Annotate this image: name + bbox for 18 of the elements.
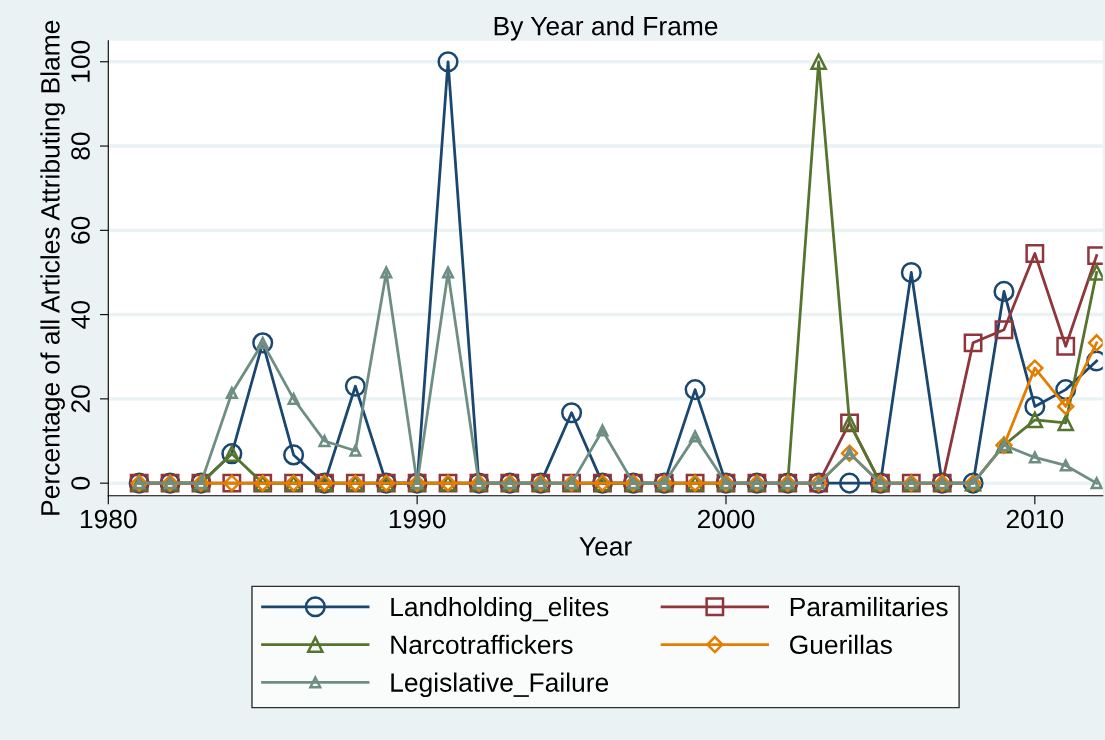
legend-label: Paramilitaries — [790, 596, 948, 617]
chart-title: By Year and Frame — [494, 16, 718, 41]
x-tick-label: 2000 — [697, 509, 755, 529]
y-tick-label: 40 — [71, 300, 90, 329]
x-tick-label: 1990 — [389, 509, 446, 529]
y-tick-label: 60 — [71, 216, 90, 244]
y-tick-label: 0 — [71, 476, 90, 490]
x-axis-title: Year — [579, 537, 632, 556]
y-tick-label: 80 — [71, 132, 90, 160]
legend-label: Legislative_Failure — [391, 672, 609, 698]
legend-label: Landholding_elites — [391, 596, 609, 622]
x-tick-label: 1980 — [80, 509, 137, 529]
legend-label: Guerillas — [790, 634, 892, 655]
y-tick-label: 20 — [71, 385, 90, 413]
y-axis-title: Percentage of all Articles Attributing Blame — [40, 20, 65, 515]
x-tick-label: 2010 — [1006, 509, 1064, 529]
y-tick-label: 100 — [71, 40, 90, 82]
legend-label: Narcotraffickers — [391, 634, 573, 655]
